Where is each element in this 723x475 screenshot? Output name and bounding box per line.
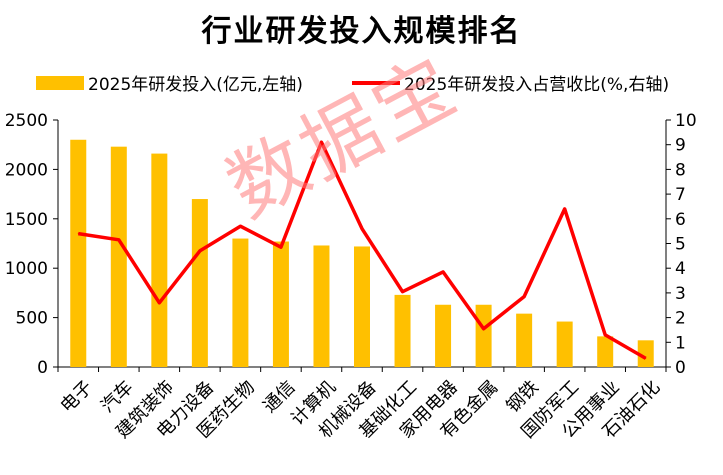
bar: [597, 336, 614, 367]
chart-title: 行业研发投入规模排名: [201, 14, 522, 49]
bar: [272, 241, 289, 367]
bar: [516, 313, 533, 367]
y-right-tick-label: 1: [675, 333, 686, 353]
ratio-point: [564, 208, 566, 210]
ratio-point: [361, 228, 363, 230]
y-right-tick-label: 6: [675, 210, 686, 230]
y-right-tick-label: 2: [675, 309, 686, 329]
y-right-tick-label: 5: [675, 235, 686, 255]
bar: [70, 139, 87, 367]
y-left-tick-label: 2000: [5, 160, 48, 180]
bar: [475, 304, 492, 367]
ratio-point: [523, 296, 525, 298]
ratio-point: [280, 246, 282, 248]
bar: [394, 294, 411, 367]
bar: [110, 146, 127, 367]
legend-bar-swatch: [36, 75, 84, 90]
ratio-point: [402, 291, 404, 293]
ratio-point: [77, 233, 79, 235]
legend-bar-label: 2025年研发投入(亿元,左轴): [88, 75, 303, 95]
ratio-point: [239, 225, 241, 227]
y-right-tick-label: 8: [675, 160, 686, 180]
y-right-tick-label: 10: [675, 111, 697, 131]
legend-item-line: 2025年研发投入占营收比(%,右轴): [352, 70, 669, 95]
ratio-point: [158, 302, 160, 304]
legend-line-label: 2025年研发投入占营收比(%,右轴): [404, 75, 670, 95]
ratio-point: [645, 357, 647, 359]
bar: [556, 321, 573, 367]
y-left-tick-label: 500: [16, 309, 48, 329]
legend: 2025年研发投入(亿元,左轴) 2025年研发投入占营收比(%,右轴): [0, 70, 723, 95]
ratio-point: [442, 271, 444, 273]
y-left-tick-label: 1500: [5, 210, 48, 230]
bar: [313, 245, 330, 367]
ratio-point: [483, 328, 485, 330]
y-left-tick-label: 0: [37, 358, 48, 378]
y-right-tick-label: 3: [675, 284, 686, 304]
legend-line-swatch: [352, 80, 400, 85]
y-right-tick-label: 4: [675, 259, 686, 279]
bar: [151, 153, 168, 367]
legend-item-bars: 2025年研发投入(亿元,左轴): [36, 70, 303, 95]
x-category-label: 电子: [57, 377, 97, 417]
ratio-point: [604, 334, 606, 336]
bar: [232, 238, 249, 367]
ratio-point: [199, 250, 201, 252]
bar: [191, 199, 208, 367]
y-right-tick-label: 9: [675, 136, 686, 156]
bar: [435, 304, 452, 367]
ratio-point: [320, 141, 322, 143]
y-left-tick-label: 1000: [5, 259, 48, 279]
ratio-point: [118, 239, 120, 241]
y-right-tick-label: 7: [675, 185, 686, 205]
y-right-tick-label: 0: [675, 358, 686, 378]
bar: [637, 340, 654, 367]
y-left-tick-label: 2500: [5, 111, 48, 131]
bar: [354, 246, 370, 367]
